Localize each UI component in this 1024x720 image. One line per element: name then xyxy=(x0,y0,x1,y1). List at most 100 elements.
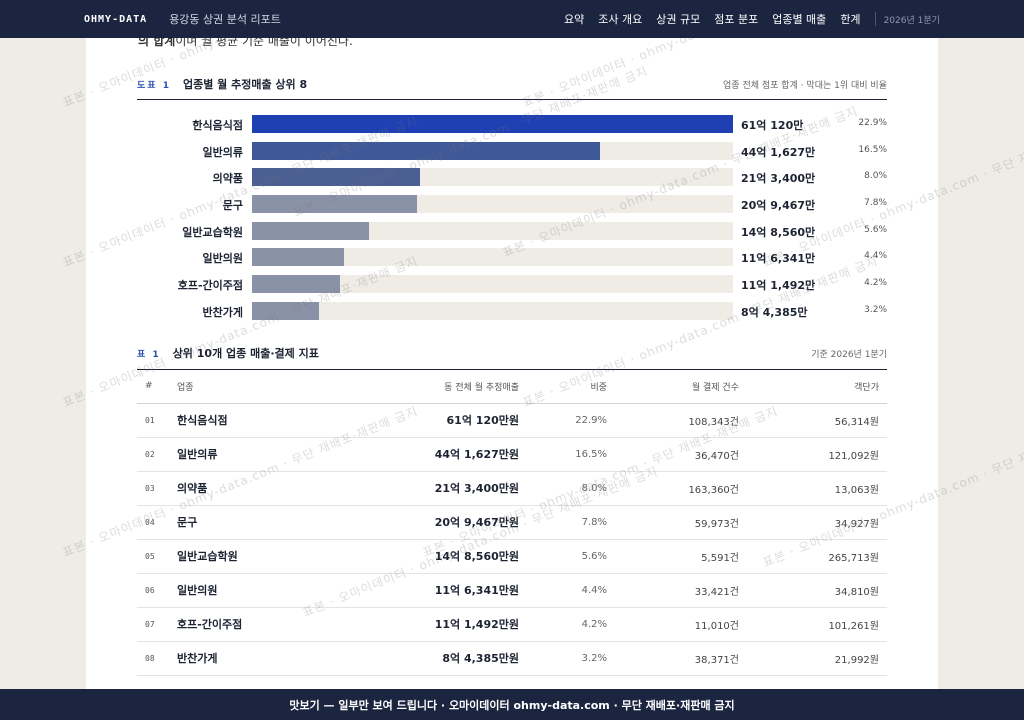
bar-share-label: 7.8% xyxy=(864,198,887,209)
nav-link-market-size[interactable]: 상권 규모 xyxy=(656,13,701,26)
row-sales: 11억 6,341만원 xyxy=(339,573,527,608)
row-number: 04 xyxy=(137,505,169,540)
table-body: 01 한식음식점 61억 120만원 22.9% 108,343건 56,314원 02 일반… xyxy=(137,403,887,676)
bar-track xyxy=(252,301,733,320)
row-sales: 21억 3,400만원 xyxy=(339,471,527,506)
bar-track xyxy=(252,141,733,160)
row-price: 34,810원 xyxy=(747,573,887,608)
bar xyxy=(252,301,319,320)
bar xyxy=(252,221,370,240)
row-count: 108,343건 xyxy=(615,403,747,438)
bar-track xyxy=(252,115,733,133)
row-count: 11,010건 xyxy=(615,607,747,642)
row-sales: 61억 120만원 xyxy=(339,403,527,438)
sales-bar-chart: 한식음식점 61억 120만 22.9% 일반의류 44억 1,627만 16.5% 의약품… xyxy=(137,112,887,326)
brand-logo[interactable]: OHMY-DATA xyxy=(84,13,148,25)
bar-row: 일반교습학원 14억 8,560만 5.6% xyxy=(137,219,887,246)
bar-row: 문구 20억 9,467만 7.8% xyxy=(137,192,887,219)
row-share: 4.2% xyxy=(527,607,615,642)
table-row: 03 의약품 21억 3,400만원 8.0% 163,360건 13,063원 xyxy=(137,471,887,506)
row-industry: 일반교습학원 xyxy=(169,539,339,574)
bar-share-label: 22.9% xyxy=(858,118,887,128)
row-number: 03 xyxy=(137,471,169,506)
bar-value-label: 61억 120만 xyxy=(741,119,804,132)
bar-row: 호프-간이주점 11억 1,492만 4.2% xyxy=(137,272,887,299)
bar-share-label: 4.4% xyxy=(864,251,887,262)
table-tag: 표 1 xyxy=(137,349,161,360)
bar-share-label: 3.2% xyxy=(864,304,887,315)
bar-label: 일반의류 xyxy=(202,145,243,159)
bar-track xyxy=(252,221,733,240)
row-share: 16.5% xyxy=(527,437,615,472)
row-price: 56,314원 xyxy=(747,403,887,438)
row-count: 33,421건 xyxy=(615,573,747,608)
nav-link-summary[interactable]: 요약 xyxy=(564,13,585,26)
row-price: 121,092원 xyxy=(747,437,887,472)
bar-track xyxy=(252,195,733,214)
bar-track xyxy=(252,168,733,187)
row-count: 38,371건 xyxy=(615,641,747,676)
row-count: 5,591건 xyxy=(615,539,747,574)
nav-link-store-distribution[interactable]: 점포 분포 xyxy=(714,13,759,26)
bar-row: 일반의원 11억 6,341만 4.4% xyxy=(137,245,887,272)
bar-share-label: 5.6% xyxy=(864,224,887,235)
col-header-price: 객단가 xyxy=(747,370,887,404)
bar-value-label: 20억 9,467만 xyxy=(741,199,816,213)
row-number: 05 xyxy=(137,539,169,574)
row-industry: 한식음식점 xyxy=(169,403,339,438)
table-header-row: # 업종 동 전체 월 추정매출 비중 월 결제 건수 객단가 xyxy=(137,370,887,404)
footer-bar: 맛보기 — 일부만 보여 드립니다 · 오마이데이터 ohmy-data.com… xyxy=(0,689,1024,720)
row-share: 3.2% xyxy=(527,641,615,676)
table-row: 05 일반교습학원 14억 8,560만원 5.6% 5,591건 265,713원 xyxy=(137,539,887,574)
row-industry: 일반의류 xyxy=(169,437,339,472)
bar-track xyxy=(252,248,733,267)
intro-bold: 의 합계 xyxy=(138,38,176,48)
bar xyxy=(252,168,421,187)
bar-label: 일반의원 xyxy=(202,252,243,266)
nav-link-limitations[interactable]: 한계 xyxy=(840,13,861,26)
row-share: 22.9% xyxy=(527,403,615,438)
bar-row: 일반의류 44억 1,627만 16.5% xyxy=(137,139,887,166)
figure-note: 업종 전체 점포 합계 · 막대는 1위 대비 비율 xyxy=(723,80,887,91)
nav-divider xyxy=(874,12,876,26)
table-row: 04 문구 20억 9,467만원 7.8% 59,973건 34,927원 xyxy=(137,505,887,540)
nav-link-sales-by-industry[interactable]: 업종별 매출 xyxy=(772,13,827,26)
row-count: 59,973건 xyxy=(615,505,747,540)
table-row: 08 반찬가게 8억 4,385만원 3.2% 38,371건 21,992원 xyxy=(137,641,887,676)
figure-tag: 도표 1 xyxy=(137,80,171,91)
bar-share-label: 8.0% xyxy=(864,171,887,182)
row-sales: 44억 1,627만원 xyxy=(339,437,527,472)
bar-row: 한식음식점 61억 120만 22.9% xyxy=(137,112,887,139)
bar-value-label: 44억 1,627만 xyxy=(741,145,816,159)
table-rule xyxy=(137,369,887,370)
row-industry: 의약품 xyxy=(169,471,339,506)
row-price: 13,063원 xyxy=(747,471,887,506)
bar-row: 반찬가게 8억 4,385만 3.2% xyxy=(137,299,887,326)
bar xyxy=(252,248,344,267)
bar-value-label: 21억 3,400만 xyxy=(741,172,816,186)
bar-share-label: 4.2% xyxy=(864,278,887,289)
bar-value-label: 11억 1,492만 xyxy=(741,279,816,293)
row-price: 34,927원 xyxy=(747,505,887,540)
row-number: 02 xyxy=(137,437,169,472)
row-industry: 일반의원 xyxy=(169,573,339,608)
table-row: 01 한식음식점 61억 120만원 22.9% 108,343건 56,314원 xyxy=(137,403,887,438)
top-nav: OHMY-DATA 용강동 상권 분석 리포트 요약 조사 개요 상권 규모 점… xyxy=(0,0,1024,38)
row-sales: 8억 4,385만원 xyxy=(339,641,527,676)
row-price: 101,261원 xyxy=(747,607,887,642)
bar xyxy=(252,195,418,214)
col-header-num: # xyxy=(137,370,169,404)
row-number: 06 xyxy=(137,573,169,608)
bar-label: 호프-간이주점 xyxy=(177,279,243,293)
row-industry: 반찬가게 xyxy=(169,641,339,676)
bar xyxy=(252,141,601,160)
table-row: 07 호프-간이주점 11억 1,492만원 4.2% 11,010건 101,261원 xyxy=(137,607,887,642)
bar-row: 의약품 21억 3,400만 8.0% xyxy=(137,165,887,192)
industry-table: # 업종 동 전체 월 추정매출 비중 월 결제 건수 객단가 01 한식음식점 6… xyxy=(137,370,887,676)
row-number: 08 xyxy=(137,641,169,676)
nav-link-overview[interactable]: 조사 개요 xyxy=(598,13,643,26)
row-sales: 20억 9,467만원 xyxy=(339,505,527,540)
bar xyxy=(252,115,733,133)
table-note: 기준 2026년 1분기 xyxy=(811,349,887,360)
bar-label: 문구 xyxy=(222,199,243,213)
